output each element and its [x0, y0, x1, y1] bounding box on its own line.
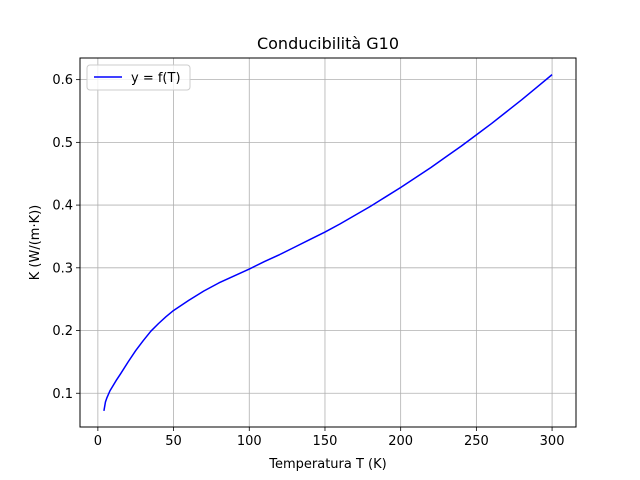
y-tick-label: 0.2	[52, 324, 73, 339]
chart-title: Conducibilità G10	[257, 34, 399, 53]
legend-box	[86, 64, 191, 91]
x-axis: 0 50 100 150 200 250 300	[94, 427, 565, 449]
plot-frame	[79, 57, 577, 428]
y-tick-label: 0.1	[52, 387, 73, 402]
y-axis: 0.1 0.2 0.3 0.4 0.5 0.6	[52, 73, 80, 402]
y-tick-label: 0.6	[52, 73, 73, 88]
legend: y = f(T)	[86, 64, 191, 91]
series-line	[103, 74, 553, 411]
x-tick-label: 100	[237, 434, 262, 449]
y-tick-label: 0.4	[52, 199, 73, 214]
y-tick-label: 0.3	[52, 261, 73, 276]
x-tick-label: 150	[313, 434, 338, 449]
x-axis-label: Temperatura T (K)	[268, 457, 386, 472]
x-tick-label: 250	[464, 434, 489, 449]
x-tick-label: 50	[165, 434, 182, 449]
y-axis-label: K (W/(m·K))	[28, 205, 43, 281]
grid	[80, 58, 576, 427]
x-tick-label: 0	[94, 434, 102, 449]
y-tick-label: 0.5	[52, 136, 73, 151]
x-tick-label: 200	[388, 434, 413, 449]
x-tick-label: 300	[540, 434, 565, 449]
legend-label: y = f(T)	[131, 71, 181, 86]
series-layer	[103, 74, 553, 411]
